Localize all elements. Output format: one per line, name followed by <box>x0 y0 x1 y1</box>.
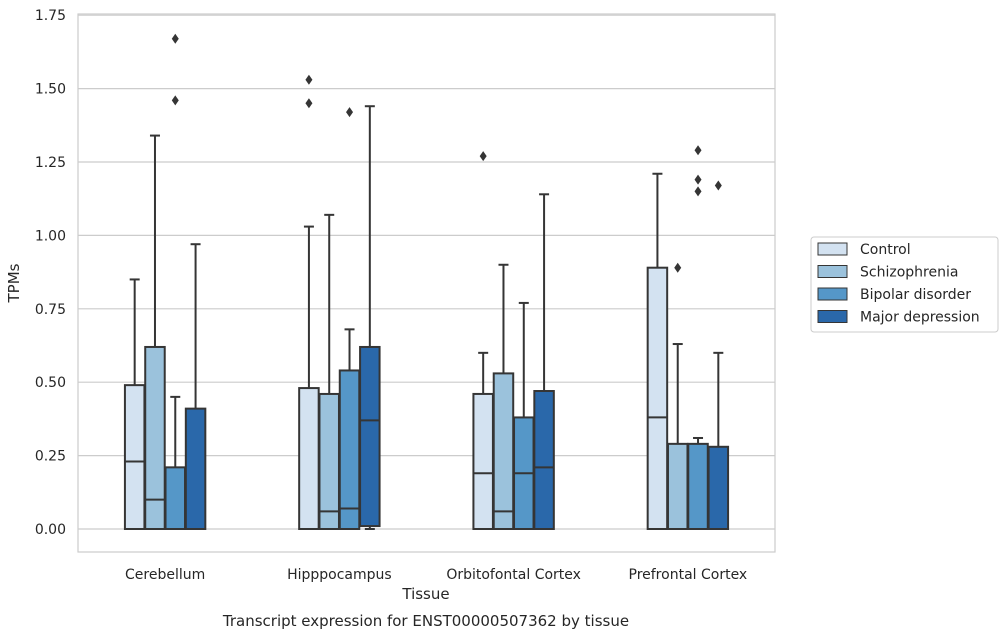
box-iqr <box>492 372 515 530</box>
y-axis-label: TPMs <box>5 263 23 303</box>
box-0-3 <box>184 243 207 530</box>
box-iqr <box>298 387 320 530</box>
box-iqr <box>338 369 361 530</box>
box-0-2 <box>164 33 187 530</box>
chart-title: Transcript expression for ENST0000050736… <box>222 612 629 630</box>
box-iqr <box>123 384 146 530</box>
x-axis-ticks: Cerebellum Hipppocampus Orbitofontal Corte… <box>125 567 747 583</box>
legend-item-label: Bipolar disorder <box>860 287 971 303</box>
box-iqr <box>359 345 381 528</box>
outlier-point <box>305 74 313 85</box>
outlier-point <box>714 180 722 191</box>
x-tick-label: Prefrontal Cortex <box>629 567 748 583</box>
y-tick-label: 1.00 <box>35 228 66 244</box>
legend-item-label: Major depression <box>860 310 980 326</box>
box-0-1 <box>144 134 166 530</box>
x-axis-label: Tissue <box>401 585 449 603</box>
legend: Control Schizophrenia Bipolar disorder Majo… <box>810 236 999 333</box>
box-iqr <box>646 266 669 530</box>
box-1-0 <box>298 74 320 530</box>
box-3-3 <box>707 180 730 530</box>
legend-item-label: Control <box>860 242 911 258</box>
box-3-0 <box>646 172 669 530</box>
legend-swatch <box>817 265 848 278</box>
box-iqr <box>533 390 555 530</box>
box-2-1 <box>492 263 515 530</box>
box-iqr <box>472 392 494 530</box>
y-axis-ticks: 0.00 0.25 0.50 0.75 1.00 1.25 1.50 1.75 <box>35 8 66 538</box>
box-iqr <box>184 407 207 530</box>
y-tick-label: 0.25 <box>35 449 66 465</box>
box-iqr <box>164 466 187 530</box>
outlier-point <box>694 145 702 156</box>
legend-swatch <box>817 287 848 301</box>
outlier-point <box>479 151 487 162</box>
box-iqr <box>687 442 709 530</box>
y-tick-label: 1.75 <box>35 8 66 24</box>
legend-frame <box>810 236 999 333</box>
outlier-point <box>694 174 702 185</box>
outlier-point <box>171 33 179 44</box>
y-tick-label: 0.50 <box>35 375 66 391</box>
x-tick-label: Orbitofontal Cortex <box>446 567 581 583</box>
outlier-point <box>674 262 682 273</box>
box-iqr <box>144 345 166 530</box>
y-tick-label: 0.00 <box>35 522 66 538</box>
outlier-point <box>171 95 179 106</box>
boxes-layer <box>123 33 730 531</box>
y-tick-label: 1.50 <box>35 82 66 98</box>
outlier-point <box>694 186 702 197</box>
box-2-2 <box>513 301 535 531</box>
box-1-1 <box>318 213 340 530</box>
legend-swatch <box>817 310 848 323</box>
box-1-3 <box>359 105 381 530</box>
box-iqr <box>318 392 340 530</box>
box-2-3 <box>533 193 555 530</box>
y-tick-label: 1.25 <box>35 155 66 171</box>
legend-item-label: Schizophrenia <box>860 265 958 281</box>
outlier-point <box>305 98 313 109</box>
box-3-2 <box>687 145 709 530</box>
box-iqr <box>707 445 730 530</box>
legend-swatch <box>817 242 848 256</box>
x-tick-label: Hipppocampus <box>287 567 392 583</box>
x-tick-label: Cerebellum <box>125 567 205 583</box>
outlier-point <box>346 107 354 118</box>
box-iqr <box>666 442 689 530</box>
y-tick-label: 0.75 <box>35 302 66 318</box>
